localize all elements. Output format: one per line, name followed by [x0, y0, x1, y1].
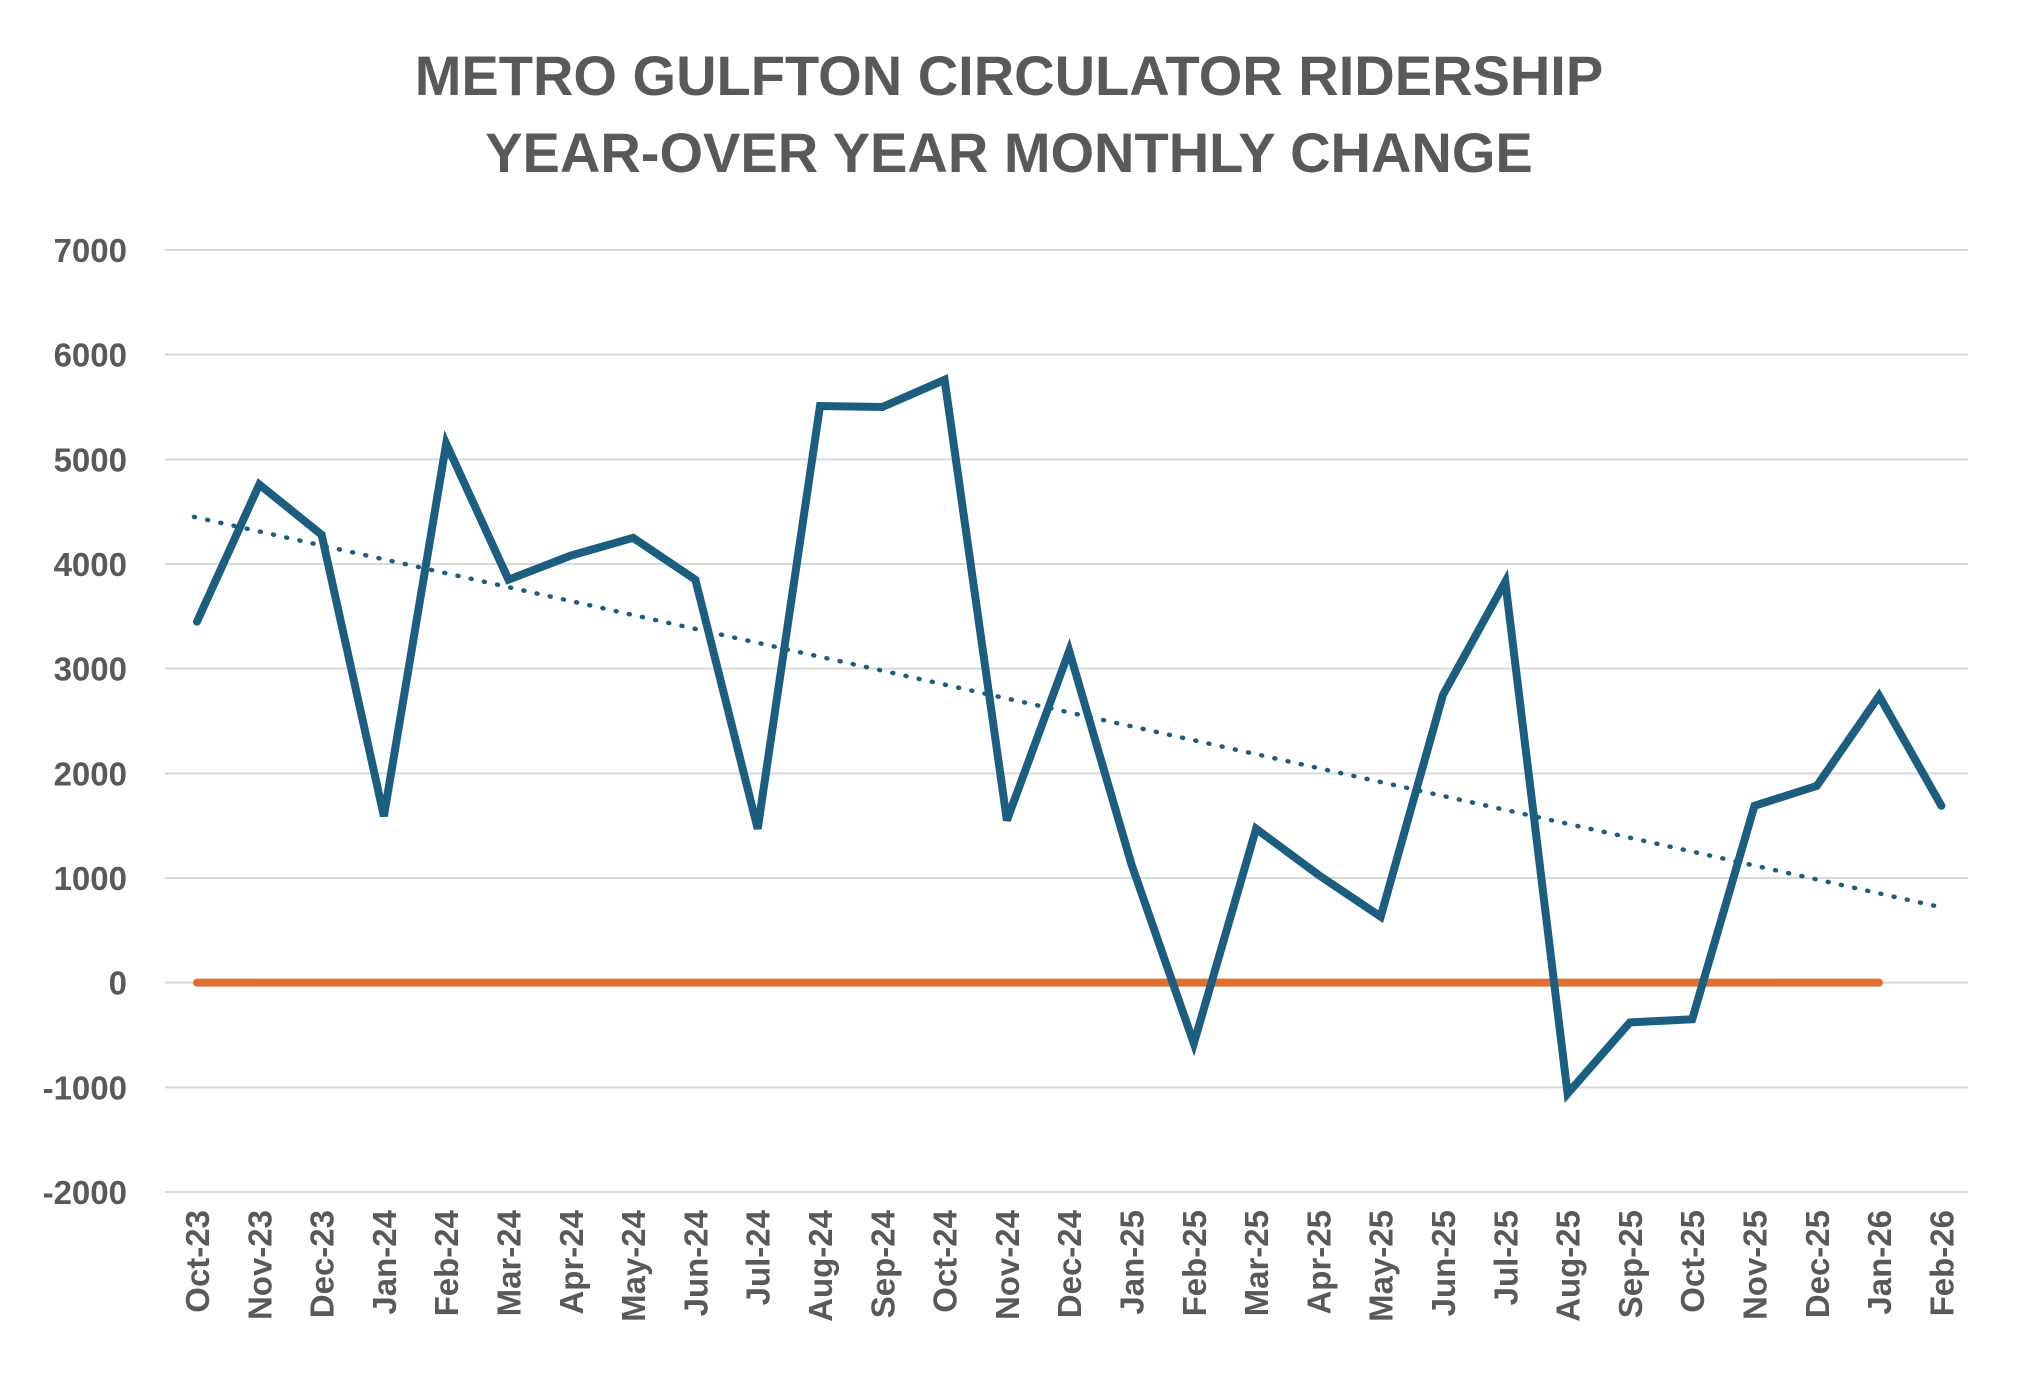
series-line-yoy-change [193, 374, 1946, 1103]
x-tick-label: Aug-25 [1550, 1210, 1587, 1322]
x-tick-label: Apr-25 [1300, 1210, 1337, 1315]
x-tick-label: Aug-24 [802, 1209, 839, 1321]
x-tick-label: May-25 [1363, 1210, 1400, 1322]
x-tick-label: Oct-23 [179, 1210, 216, 1313]
y-tick-label: 7000 [54, 232, 127, 269]
x-tick-label: Mar-25 [1238, 1210, 1275, 1316]
chart-title-line-1: METRO GULFTON CIRCULATOR RIDERSHIP [415, 44, 1603, 107]
y-tick-label: 0 [109, 965, 127, 1002]
x-tick-label: Nov-25 [1737, 1210, 1774, 1320]
x-tick-label: Jan-24 [366, 1209, 403, 1314]
trendline [191, 514, 1944, 910]
x-tick-label: Apr-24 [553, 1209, 590, 1314]
x-tick-label: Jun-24 [677, 1209, 714, 1316]
y-tick-label: -2000 [43, 1174, 127, 1211]
x-tick-label: Jun-25 [1425, 1210, 1462, 1316]
y-tick-label: 3000 [54, 651, 127, 688]
x-tick-label: Jul-25 [1487, 1210, 1524, 1305]
chart-title-line-2: YEAR-OVER YEAR MONTHLY CHANGE [485, 121, 1533, 184]
y-tick-label: 4000 [54, 546, 127, 583]
x-tick-label: Feb-24 [428, 1209, 465, 1316]
x-tick-label: Dec-24 [1051, 1209, 1088, 1318]
x-tick-label: Jul-24 [740, 1209, 777, 1305]
y-tick-label: 2000 [54, 755, 127, 792]
x-tick-label: Oct-24 [927, 1209, 964, 1312]
gridlines [165, 249, 1968, 1193]
x-tick-label: Feb-26 [1923, 1210, 1960, 1316]
y-tick-label: 6000 [54, 337, 127, 374]
y-tick-label: 1000 [54, 860, 127, 897]
x-tick-label: Dec-23 [304, 1210, 341, 1318]
x-tick-label: Mar-24 [491, 1209, 528, 1316]
x-tick-label: Sep-24 [864, 1209, 901, 1318]
y-axis-tick-labels: 7000 6000 5000 4000 3000 2000 1000 0 -1000 -2000 [43, 232, 127, 1211]
y-tick-label: -1000 [43, 1069, 127, 1106]
x-tick-label: Jan-26 [1861, 1210, 1898, 1315]
x-tick-label: May-24 [615, 1209, 652, 1322]
x-tick-label: Feb-25 [1176, 1210, 1213, 1316]
x-tick-label: Oct-25 [1674, 1210, 1711, 1313]
x-tick-label: Dec-25 [1799, 1210, 1836, 1318]
trendline-layer [191, 514, 1944, 910]
x-tick-label: Nov-23 [241, 1210, 278, 1320]
series-layer [193, 374, 1946, 1103]
x-tick-label: Nov-24 [989, 1209, 1026, 1320]
x-tick-label: Jan-25 [1114, 1210, 1151, 1315]
x-axis-tick-labels: Oct-23 Nov-23 Dec-23 Jan-24 Feb-24 Mar-24 Apr-… [179, 1209, 1960, 1322]
y-tick-label: 5000 [54, 441, 127, 478]
x-tick-label: Sep-25 [1612, 1210, 1649, 1318]
